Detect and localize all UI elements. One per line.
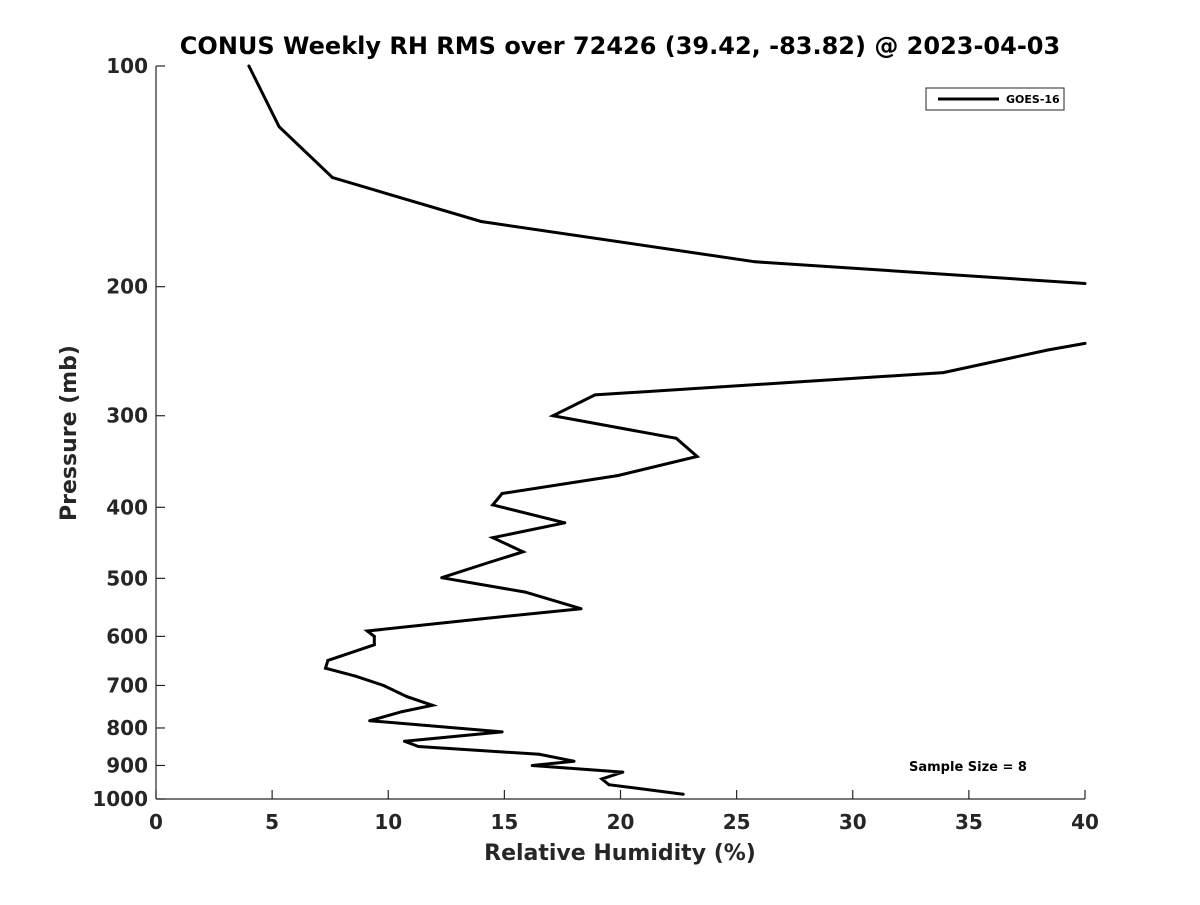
series-layer	[247, 64, 1087, 796]
data-point	[400, 710, 404, 714]
data-point	[365, 629, 369, 633]
data-point	[372, 634, 376, 638]
y-tick-label: 900	[106, 753, 148, 777]
x-axis-ticks: 0 5 10 15 20 25 30 35 40	[149, 790, 1099, 834]
data-point	[695, 455, 699, 458]
y-tick-label: 1000	[92, 787, 148, 811]
data-point	[277, 125, 281, 129]
y-tick-label: 100	[106, 54, 148, 78]
data-point	[440, 576, 444, 580]
data-point	[405, 695, 409, 699]
y-tick-label: 700	[106, 673, 148, 697]
data-point	[491, 536, 495, 540]
data-point	[488, 560, 492, 564]
x-axis-label: Relative Humidity (%)	[484, 841, 756, 866]
data-point	[354, 674, 358, 678]
y-tick-label: 300	[106, 404, 148, 428]
x-tick-label: 40	[1071, 810, 1099, 834]
y-tick-label: 400	[106, 495, 148, 519]
data-point	[681, 792, 685, 796]
data-point	[326, 658, 330, 662]
data-point	[403, 739, 406, 743]
data-point	[563, 521, 567, 525]
x-tick-label: 10	[374, 810, 402, 834]
legend-label-goes-16: GOES-16	[1006, 93, 1060, 106]
data-point	[1083, 282, 1087, 285]
x-tick-label: 15	[490, 810, 518, 834]
data-point	[382, 684, 386, 687]
data-point	[479, 220, 483, 223]
data-point	[368, 719, 372, 723]
data-point	[331, 176, 334, 180]
data-point	[593, 393, 597, 397]
data-point	[616, 474, 620, 477]
data-point	[500, 492, 504, 495]
data-point	[324, 666, 327, 670]
data-point	[530, 764, 534, 767]
y-axis-ticks: 100 200 300 400 500 600 700 800 900 1000	[92, 54, 165, 811]
data-point	[479, 617, 483, 621]
data-point	[674, 436, 678, 440]
data-point	[1046, 348, 1050, 352]
data-point	[247, 64, 251, 68]
legend: GOES-16	[925, 87, 1065, 111]
data-point	[579, 607, 583, 611]
data-point	[572, 759, 576, 763]
sample-size-annotation: Sample Size = 8	[909, 760, 1027, 775]
data-point	[600, 777, 604, 781]
data-point	[1083, 341, 1087, 345]
data-point	[500, 730, 504, 734]
data-point	[551, 414, 555, 418]
data-point	[607, 783, 611, 787]
chart-title: CONUS Weekly RH RMS over 72426 (39.42, -…	[180, 32, 1060, 60]
data-point	[491, 503, 495, 507]
x-tick-label: 20	[607, 810, 635, 834]
y-axis-label: Pressure (mb)	[57, 345, 82, 521]
x-tick-label: 25	[723, 810, 751, 834]
data-point	[941, 371, 945, 375]
y-tick-label: 500	[106, 566, 148, 590]
data-point	[753, 260, 757, 264]
data-point	[430, 703, 434, 707]
data-point	[537, 752, 541, 756]
x-tick-label: 35	[955, 810, 983, 834]
y-tick-label: 200	[106, 275, 148, 299]
series-line-goes-16-segment-1	[247, 65, 1086, 285]
x-tick-label: 30	[839, 810, 867, 834]
data-point	[416, 745, 420, 748]
x-tick-label: 5	[265, 810, 279, 834]
data-point	[621, 770, 625, 774]
x-tick-label: 0	[149, 810, 163, 834]
y-tick-label: 600	[106, 624, 148, 648]
data-point	[521, 550, 525, 554]
y-tick-label: 800	[106, 716, 148, 740]
data-point	[372, 643, 376, 647]
data-point	[523, 590, 527, 594]
